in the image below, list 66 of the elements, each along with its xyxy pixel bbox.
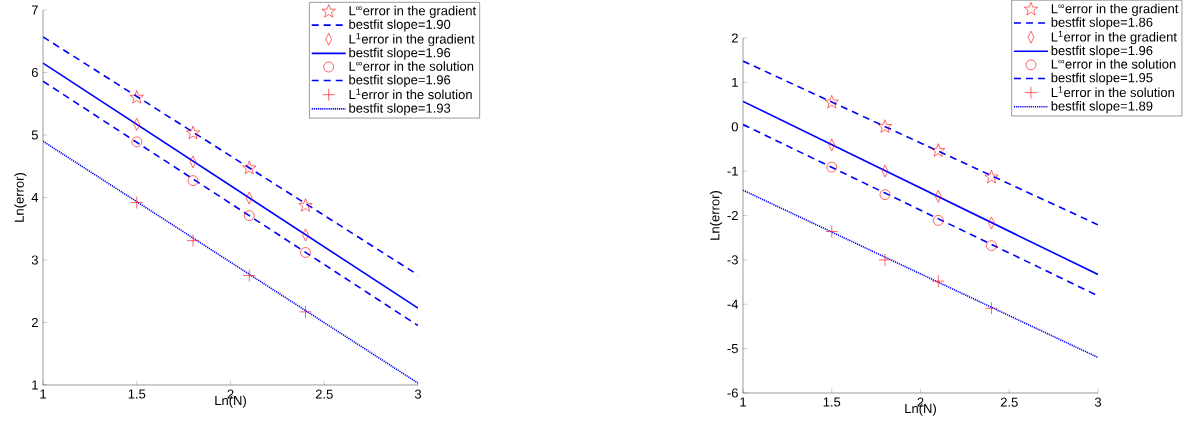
- legend-label: bestfit slope=1.96: [349, 47, 451, 60]
- legend-label: bestfit slope=1.95: [1051, 72, 1153, 85]
- y-tick-label: -4: [727, 299, 739, 309]
- legend-label: L$^{1}$error in the gradient: [349, 32, 475, 47]
- legend-label: L$^{∞}$error in the gradient: [1051, 3, 1179, 16]
- y-tick-label: -2: [727, 210, 738, 221]
- x-tick-label: 2.5: [1000, 397, 1018, 407]
- x-tick-label: 1: [40, 389, 47, 399]
- y-axis-title: Ln(error): [709, 191, 723, 240]
- point: [878, 253, 892, 267]
- point: [879, 189, 891, 200]
- y-tick-label: 3: [31, 255, 38, 265]
- x-tick-label: 1.5: [128, 389, 146, 399]
- point: [298, 198, 313, 212]
- y-tick-label: 1: [32, 380, 38, 390]
- point: [986, 240, 997, 251]
- legend-label: L$^{∞}$error in the solution: [1051, 59, 1176, 69]
- x-tick-label: 2.5: [315, 389, 333, 399]
- legend-label: bestfit slope=1.96: [1051, 45, 1153, 58]
- point: [242, 160, 257, 175]
- legend-label: bestfit slope=1.96: [349, 74, 451, 87]
- y-tick-label: 2: [31, 317, 38, 328]
- point: [931, 143, 946, 157]
- y-tick-label: -5: [727, 344, 738, 354]
- point: [186, 234, 200, 247]
- x-tick-label: 3: [1094, 397, 1102, 407]
- y-tick-label: 7: [31, 5, 38, 15]
- legend-label: bestfit slope=1.93: [349, 103, 451, 116]
- legend-label: bestfit slope=1.90: [349, 19, 451, 32]
- y-tick-label: 1: [732, 77, 738, 87]
- point: [131, 136, 143, 148]
- point: [130, 196, 144, 209]
- y-tick-label: 2: [731, 33, 738, 43]
- x-tick-label: 1.5: [823, 397, 841, 407]
- point: [299, 305, 312, 319]
- point: [984, 170, 999, 184]
- point: [931, 274, 945, 288]
- legend-label: L$^{1}$error in the gradient: [1051, 30, 1177, 45]
- point: [985, 301, 998, 315]
- y-tick-label: -3: [727, 255, 738, 265]
- point: [824, 95, 839, 109]
- y-tick-label: -6: [727, 388, 738, 398]
- legend-label: L$^{∞}$error in the gradient: [349, 5, 477, 18]
- point: [186, 125, 200, 140]
- point: [932, 215, 944, 226]
- x-tick-label: 1: [740, 397, 746, 407]
- point: [825, 225, 839, 238]
- y-tick-label: 0: [731, 122, 738, 132]
- legend-label: L$^{1}$error in the solution: [1051, 86, 1174, 98]
- point: [243, 210, 255, 221]
- y-tick-label: 5: [31, 130, 38, 140]
- point: [187, 175, 199, 186]
- point: [242, 269, 256, 282]
- point: [878, 119, 892, 133]
- point: [826, 161, 838, 173]
- point: [129, 90, 144, 104]
- y-tick-label: -1: [727, 166, 738, 176]
- x-tick-label: 3: [414, 389, 422, 399]
- y-tick-label: 6: [31, 67, 38, 78]
- legend-label: bestfit slope=1.86: [1051, 17, 1153, 30]
- legend-label: bestfit slope=1.89: [1051, 101, 1153, 114]
- point: [300, 247, 311, 258]
- y-tick-label: 4: [31, 193, 39, 202]
- legend-label: L$^{1}$error in the solution: [349, 88, 472, 100]
- legend-label: L$^{∞}$error in the solution: [349, 61, 474, 71]
- y-axis-title: Ln(error): [14, 173, 27, 222]
